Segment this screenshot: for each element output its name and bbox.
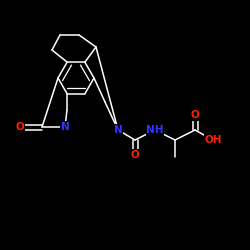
Text: O: O: [16, 122, 24, 132]
Text: O: O: [130, 150, 140, 160]
Text: OH: OH: [204, 135, 222, 145]
Text: N: N: [60, 122, 70, 132]
Text: NH: NH: [146, 125, 164, 135]
Text: O: O: [191, 110, 200, 120]
Text: N: N: [114, 125, 122, 135]
